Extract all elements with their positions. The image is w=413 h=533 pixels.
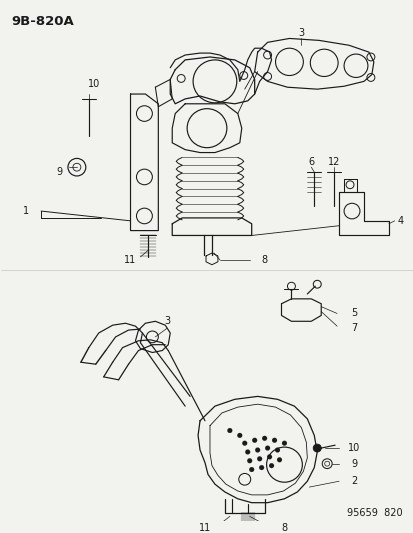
Text: 95659  820: 95659 820 [346, 508, 402, 519]
Circle shape [254, 448, 259, 453]
Circle shape [266, 455, 271, 459]
Text: 3: 3 [164, 316, 170, 326]
Text: 2: 2 [350, 476, 356, 486]
Text: 10: 10 [347, 443, 359, 453]
Text: 3: 3 [298, 28, 304, 38]
Text: 8: 8 [281, 523, 287, 533]
Text: 8: 8 [261, 255, 267, 265]
Text: 4: 4 [396, 216, 403, 226]
Circle shape [244, 449, 249, 455]
Text: 12: 12 [327, 157, 339, 167]
Text: 9: 9 [350, 459, 356, 469]
Circle shape [268, 463, 273, 468]
Circle shape [247, 458, 252, 463]
Circle shape [313, 444, 320, 452]
Circle shape [237, 433, 242, 438]
Text: 11: 11 [198, 523, 211, 533]
Circle shape [259, 465, 263, 470]
Circle shape [252, 438, 256, 443]
Text: 11: 11 [124, 255, 136, 265]
Circle shape [256, 456, 261, 461]
Circle shape [281, 441, 286, 446]
Circle shape [227, 428, 232, 433]
Circle shape [242, 441, 247, 446]
Text: 9: 9 [56, 167, 62, 177]
Circle shape [274, 448, 279, 453]
Text: 7: 7 [350, 323, 356, 333]
Circle shape [276, 457, 281, 462]
Text: 9B-820A: 9B-820A [11, 15, 74, 28]
Circle shape [249, 467, 254, 472]
Text: 1: 1 [23, 206, 29, 216]
Text: 6: 6 [308, 157, 313, 167]
Text: 5: 5 [350, 309, 356, 319]
Circle shape [271, 438, 276, 443]
Text: 10: 10 [88, 79, 100, 90]
Circle shape [264, 446, 269, 450]
Circle shape [261, 436, 266, 441]
